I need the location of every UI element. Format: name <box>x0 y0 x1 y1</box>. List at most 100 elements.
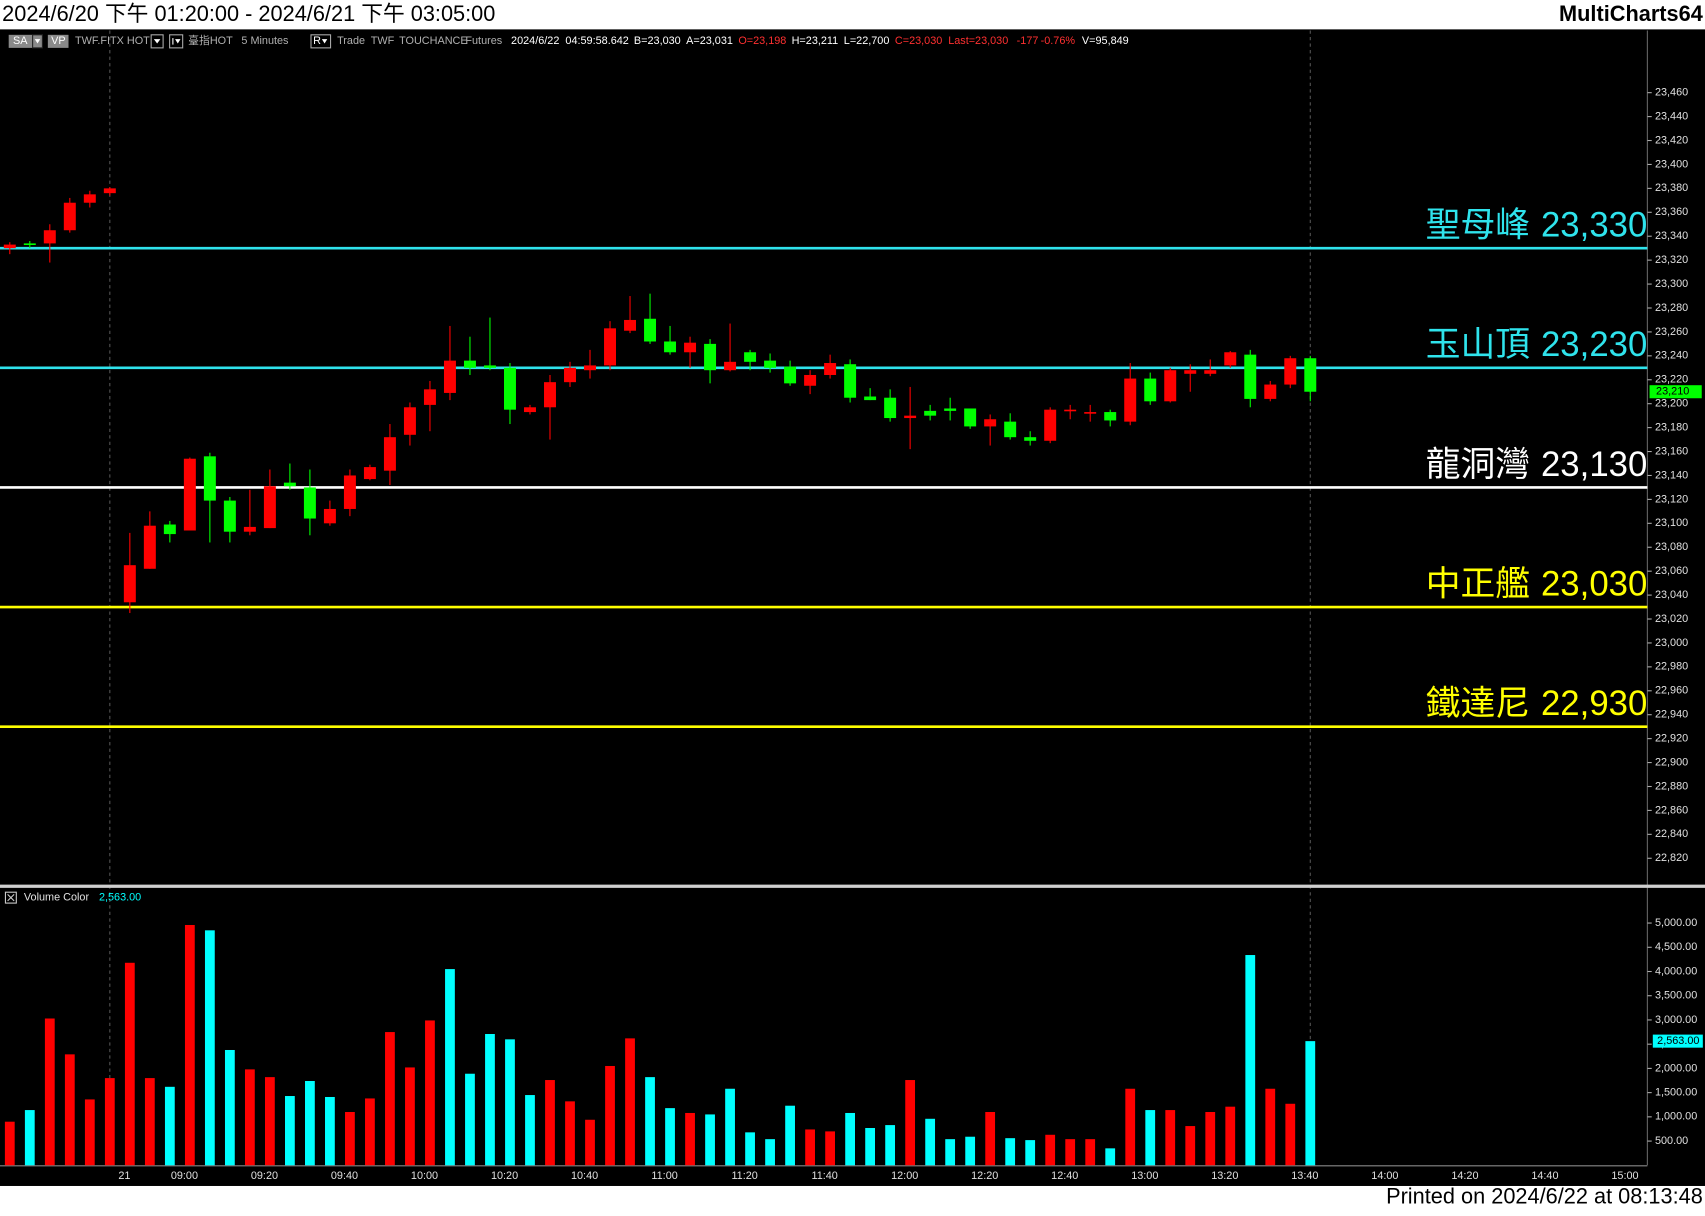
toolbar-text: Futures <box>465 35 502 47</box>
level-label: 鐵達尼 22,930 <box>1426 684 1648 723</box>
y-tick-label: 1,000.00 <box>1655 1111 1697 1123</box>
volume-bar <box>845 1112 856 1166</box>
volume-bar <box>285 1096 295 1166</box>
candle-body <box>103 188 116 194</box>
volume-bar <box>1085 1139 1096 1166</box>
volume-bar <box>345 1112 355 1166</box>
x-tick-label: 14:40 <box>1531 1170 1558 1182</box>
candle-body <box>463 360 476 368</box>
y-tick-label: 23,440 <box>1655 110 1688 122</box>
y-tick-label: 23,380 <box>1655 182 1688 194</box>
y-tick-label: 22,920 <box>1655 733 1688 745</box>
volume-bar <box>204 930 215 1166</box>
level-value: 22,930 <box>1541 684 1647 723</box>
sa-button[interactable] <box>8 34 33 48</box>
volume-bar <box>1005 1138 1016 1166</box>
x-tick-label: 12:00 <box>891 1170 918 1182</box>
x-tick-label: 13:40 <box>1291 1170 1318 1182</box>
volume-bar <box>705 1114 715 1166</box>
dropdown-arrow <box>153 39 161 44</box>
y-tick-label: 22,860 <box>1655 804 1688 816</box>
x-tick-label: 10:20 <box>491 1170 518 1182</box>
y-tick-label: 4,000.00 <box>1655 965 1697 977</box>
toolbar-text: R <box>313 35 321 47</box>
y-tick-label: 23,280 <box>1655 302 1688 314</box>
level-name: 中正艦 <box>1426 565 1530 604</box>
vp-button[interactable] <box>47 34 69 48</box>
y-tick-label: 4,500.00 <box>1655 941 1697 953</box>
close-pane[interactable] <box>4 891 17 904</box>
toolbar-text: A=23,031 <box>686 35 733 47</box>
candle-body <box>764 360 777 368</box>
print-note: Printed on 2024/6/22 at 08:13:48 <box>1386 1184 1703 1209</box>
level-value: 23,030 <box>1541 565 1647 604</box>
volume-bar <box>985 1112 996 1166</box>
volume-bar <box>1225 1106 1236 1166</box>
candle-body <box>684 342 697 353</box>
toolbar-text: VP <box>51 35 65 47</box>
y-tick-label: 23,080 <box>1655 541 1688 553</box>
brand: MultiCharts64 <box>1559 1 1703 26</box>
level-name: 玉山頂 <box>1426 325 1530 364</box>
candle-body <box>183 458 196 531</box>
candle-body <box>1244 354 1257 399</box>
volume-bar <box>1305 1041 1316 1166</box>
volume-bar <box>24 1110 35 1166</box>
interval-dropdown[interactable] <box>169 34 184 49</box>
candle-body <box>524 407 536 413</box>
symbol-dropdown[interactable] <box>150 34 164 49</box>
candle-body <box>744 352 757 362</box>
level-name: 聖母峰 <box>1426 206 1530 245</box>
y-tick-label: 3,000.00 <box>1655 1014 1697 1026</box>
candle-body <box>644 318 657 342</box>
dropdown-arrow <box>175 39 181 44</box>
candle-body <box>163 524 176 535</box>
volume-bar <box>1045 1134 1056 1166</box>
volume-bar <box>445 969 455 1166</box>
toolbar-text: H=23,211 <box>792 35 839 47</box>
toolbar-text: 5 Minutes <box>241 35 289 47</box>
candle-body <box>724 361 737 371</box>
volume-bar <box>1245 955 1256 1166</box>
y-tick-label: 22,900 <box>1655 756 1688 768</box>
time-range: 2024/6/20 下午 01:20:00 - 2024/6/21 下午 03:… <box>2 1 495 26</box>
x-tick-label: 14:20 <box>1451 1170 1478 1182</box>
volume-bar <box>425 1020 435 1166</box>
toolbar-text: SA <box>13 35 28 47</box>
candle-body <box>884 397 897 419</box>
candle-body <box>263 486 276 529</box>
toolbar-text: O=23,198 <box>738 35 786 47</box>
volume-bar <box>1265 1088 1276 1166</box>
candle-body <box>904 415 917 419</box>
candle-body <box>584 365 596 371</box>
x-tick-label: 13:00 <box>1131 1170 1158 1182</box>
candle-body <box>1224 352 1237 366</box>
x-tick-label: 10:00 <box>411 1170 438 1182</box>
range-dropdown[interactable] <box>310 34 332 49</box>
candle-body <box>143 525 156 569</box>
volume-bar <box>1065 1139 1076 1166</box>
volume-marker-label: 2,563.00 <box>1657 1035 1699 1047</box>
volume-bar <box>825 1131 835 1166</box>
y-tick-label: 23,300 <box>1655 278 1688 290</box>
candle-body <box>303 487 316 519</box>
y-tick-label: 22,980 <box>1655 661 1688 673</box>
volume-bar <box>405 1067 415 1166</box>
volume-bar <box>765 1139 775 1166</box>
volume-bar <box>305 1081 315 1166</box>
volume-bar <box>605 1065 615 1166</box>
y-tick-label: 23,260 <box>1655 326 1688 338</box>
volume-bar <box>885 1125 896 1166</box>
volume-bar <box>224 1049 235 1166</box>
candle-body <box>844 364 857 398</box>
candle-body <box>704 343 717 371</box>
candle-body <box>1084 412 1097 414</box>
x-tick-label: 11:20 <box>731 1170 757 1182</box>
volume-bar <box>164 1086 175 1166</box>
candle-body <box>383 437 396 471</box>
y-tick-label: 23,100 <box>1655 517 1688 529</box>
volume-bar <box>625 1038 635 1166</box>
candle-body <box>1124 378 1137 422</box>
x-tick-label: 15:00 <box>1611 1170 1638 1182</box>
